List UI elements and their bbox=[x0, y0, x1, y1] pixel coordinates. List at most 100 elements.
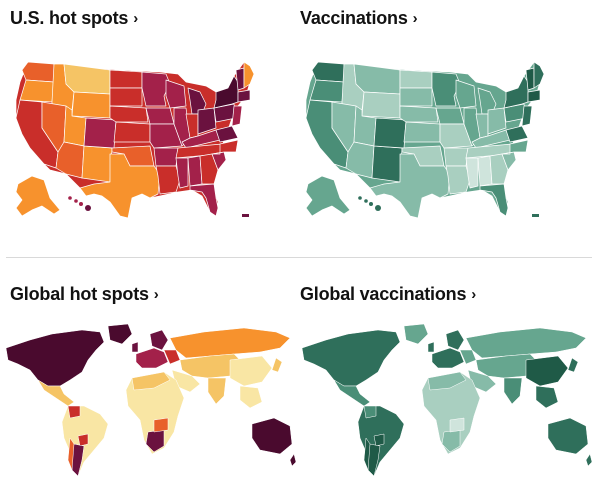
us-state-sd bbox=[109, 87, 143, 107]
us-state-ny bbox=[213, 75, 239, 109]
us-territory-pr bbox=[242, 214, 249, 217]
us-state-hi-2 bbox=[74, 199, 78, 203]
region-western-europe bbox=[135, 347, 169, 369]
global-hotspots-title[interactable]: Global hot spots › bbox=[10, 284, 159, 305]
us-territory-pr bbox=[532, 214, 539, 217]
us-state-ms bbox=[465, 157, 479, 189]
us-state-fl bbox=[479, 183, 509, 217]
us-state-wi bbox=[165, 79, 187, 109]
us-state-mo bbox=[439, 123, 473, 149]
region-new-zealand bbox=[289, 453, 297, 467]
us-state-ga bbox=[489, 153, 509, 185]
us-hotspots-title-text: U.S. hot spots bbox=[10, 8, 129, 28]
global-vaccinations-title[interactable]: Global vaccinations › bbox=[300, 284, 476, 305]
us-state-oh bbox=[487, 107, 507, 135]
region-russia bbox=[465, 327, 587, 359]
region-greenland bbox=[403, 323, 429, 345]
vaccinations-title[interactable]: Vaccinations › bbox=[300, 8, 418, 29]
us-state-ia bbox=[435, 107, 465, 125]
region-zambia bbox=[153, 417, 169, 433]
region-china bbox=[229, 355, 273, 387]
region-australia bbox=[251, 417, 293, 455]
us-state-me bbox=[243, 61, 255, 89]
us-state-sd bbox=[399, 87, 433, 107]
global-hotspots-panel[interactable]: Global hot spots › bbox=[4, 284, 297, 480]
region-greenland bbox=[107, 323, 133, 345]
us-state-nm bbox=[81, 145, 113, 183]
us-state-ks bbox=[113, 121, 151, 143]
us-state-or bbox=[19, 79, 55, 103]
us-state-ma-ct bbox=[237, 89, 251, 103]
us-state-hi-3 bbox=[79, 202, 83, 206]
us-state-ms bbox=[175, 157, 189, 189]
us-state-fl bbox=[189, 183, 219, 217]
region-se-asia bbox=[239, 385, 263, 409]
region-north-america bbox=[301, 329, 401, 387]
chevron-right-icon: › bbox=[412, 10, 418, 27]
vaccinations-title-text: Vaccinations bbox=[300, 8, 408, 28]
global-hotspots-map[interactable] bbox=[4, 320, 297, 480]
us-state-hi-1 bbox=[358, 196, 362, 200]
us-state-hi-4 bbox=[85, 205, 91, 211]
us-state-mn bbox=[431, 71, 461, 107]
us-state-ne bbox=[109, 105, 149, 123]
us-state-nc bbox=[211, 139, 239, 155]
us-state-al bbox=[187, 155, 203, 187]
us-state-hi-1 bbox=[68, 196, 72, 200]
us-state-co bbox=[373, 117, 407, 149]
region-china bbox=[525, 355, 569, 387]
region-mexico bbox=[37, 379, 75, 407]
us-state-ar bbox=[443, 147, 469, 167]
us-state-ks bbox=[403, 121, 441, 143]
vaccinations-panel[interactable]: Vaccinations › bbox=[300, 8, 580, 240]
us-state-tx bbox=[369, 153, 451, 219]
us-state-al bbox=[477, 155, 493, 187]
region-japan bbox=[567, 357, 579, 373]
us-state-wa bbox=[21, 61, 55, 83]
us-hotspots-panel[interactable]: U.S. hot spots › bbox=[10, 8, 278, 240]
us-state-nj-md bbox=[231, 105, 243, 127]
us-state-hi-4 bbox=[375, 205, 381, 211]
global-vaccinations-title-text: Global vaccinations bbox=[300, 284, 467, 304]
region-north-africa bbox=[131, 371, 171, 391]
us-state-ma-ct bbox=[527, 89, 541, 103]
us-state-mo bbox=[149, 123, 183, 149]
us-state-ga bbox=[199, 153, 219, 185]
global-vaccinations-panel[interactable]: Global vaccinations › bbox=[300, 284, 596, 480]
us-state-ar bbox=[153, 147, 179, 167]
us-state-co bbox=[83, 117, 117, 149]
us-state-ny bbox=[503, 75, 529, 109]
us-state-la bbox=[445, 165, 471, 195]
us-state-va bbox=[215, 125, 239, 143]
us-state-wa bbox=[311, 61, 345, 83]
region-north-america bbox=[5, 329, 105, 387]
us-hotspots-title[interactable]: U.S. hot spots › bbox=[10, 8, 138, 29]
region-chile bbox=[67, 437, 75, 471]
vaccinations-map[interactable] bbox=[300, 48, 568, 248]
us-state-nd bbox=[399, 69, 433, 89]
region-africa bbox=[125, 371, 185, 455]
region-uk bbox=[427, 341, 435, 353]
us-state-la bbox=[155, 165, 181, 195]
chevron-right-icon: › bbox=[153, 286, 159, 303]
us-state-wi bbox=[455, 79, 477, 109]
global-vaccinations-map[interactable] bbox=[300, 320, 593, 480]
us-state-nj-md bbox=[521, 105, 533, 127]
us-state-nd bbox=[109, 69, 143, 89]
region-zambia bbox=[449, 417, 465, 433]
region-scandinavia bbox=[445, 329, 465, 351]
region-colombia bbox=[67, 405, 81, 419]
region-japan bbox=[271, 357, 283, 373]
us-state-nm bbox=[371, 145, 403, 183]
us-state-ia bbox=[145, 107, 175, 125]
region-scandinavia bbox=[149, 329, 169, 351]
chevron-right-icon: › bbox=[133, 10, 138, 27]
region-colombia bbox=[363, 405, 377, 419]
region-bolivia bbox=[77, 433, 89, 447]
us-state-or bbox=[309, 79, 345, 103]
region-chile bbox=[363, 437, 371, 471]
us-hotspots-map[interactable] bbox=[10, 48, 278, 248]
us-state-me bbox=[533, 61, 545, 89]
chevron-right-icon: › bbox=[471, 286, 477, 303]
